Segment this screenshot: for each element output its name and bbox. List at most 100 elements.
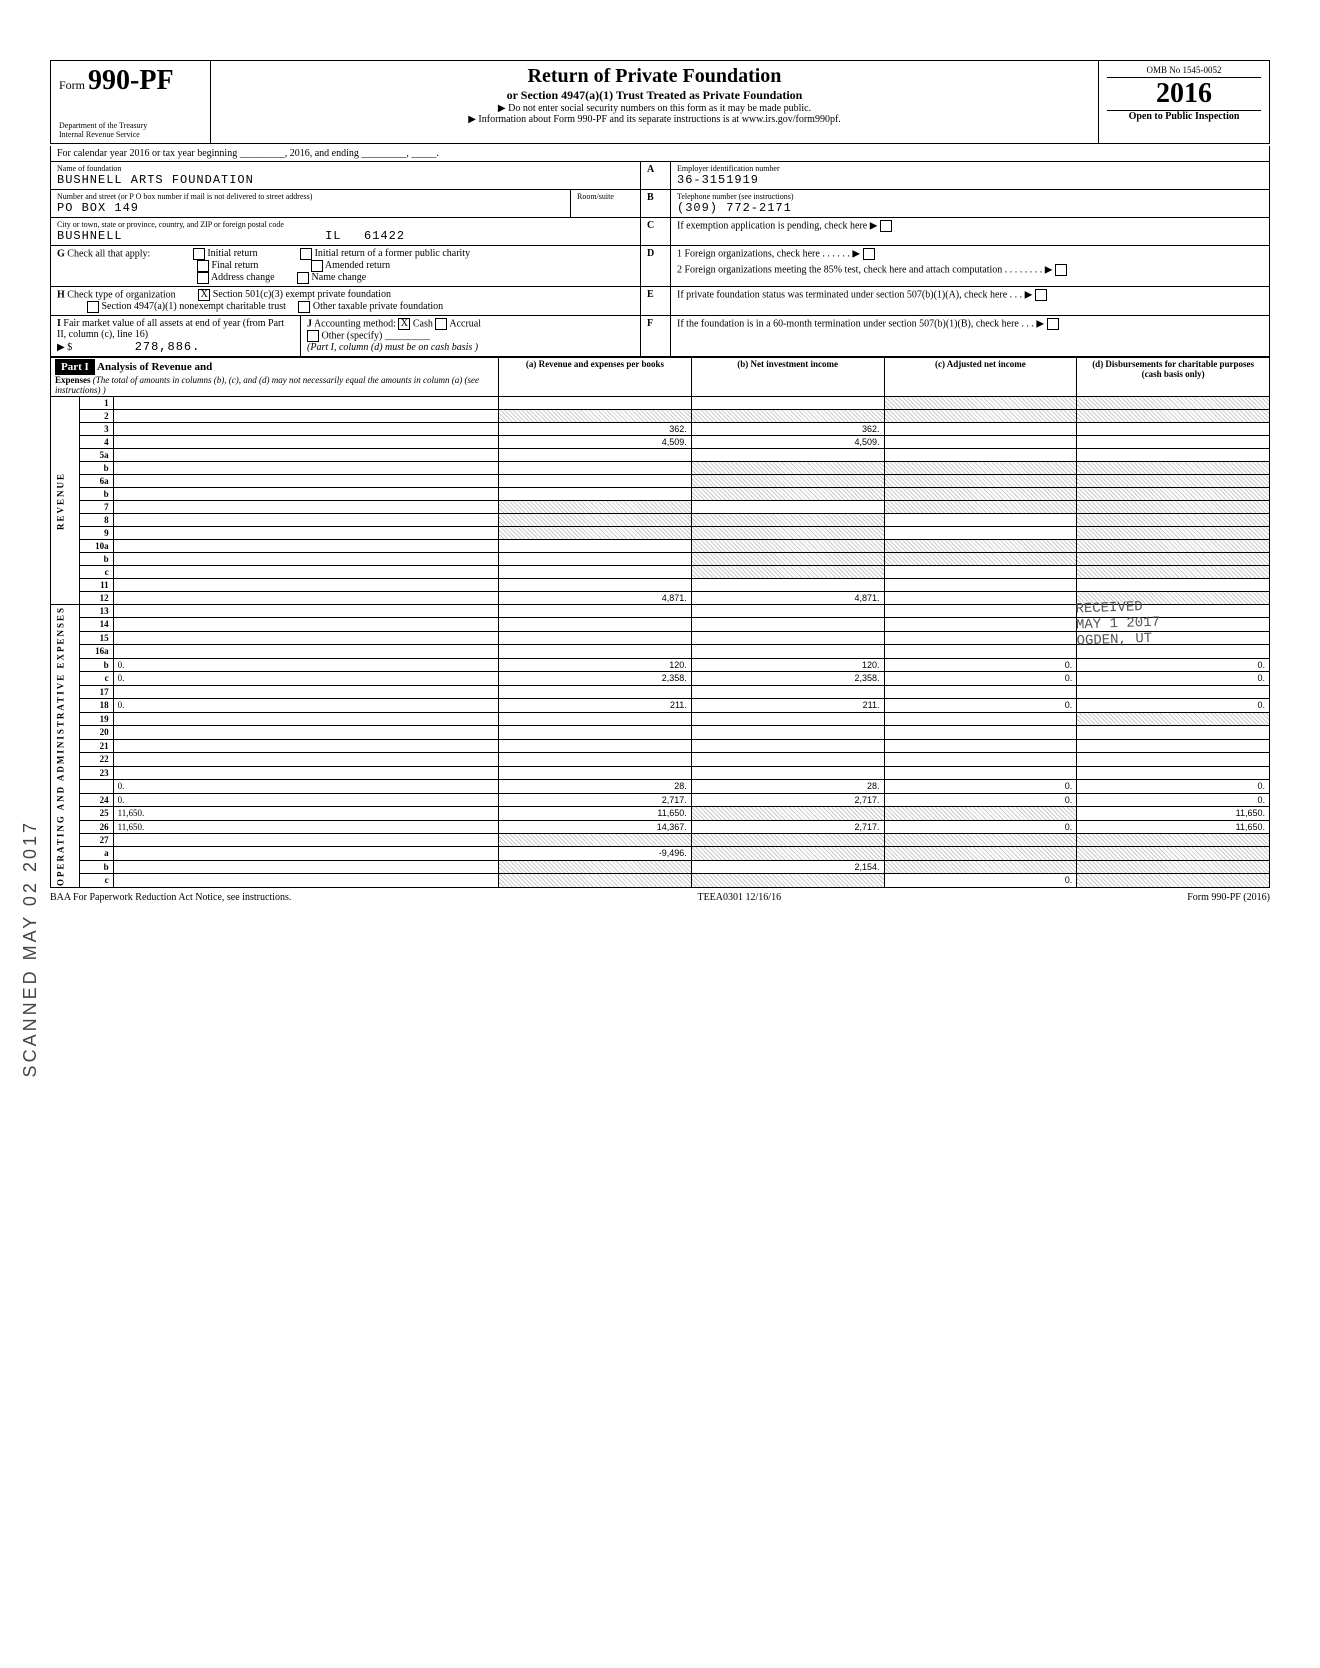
col-a-cell — [499, 501, 692, 514]
h-501c3-checkbox[interactable]: X — [198, 289, 210, 301]
j-label: Accounting method: — [314, 318, 396, 329]
form-info: ▶ Information about Form 990-PF and its … — [219, 114, 1090, 125]
col-b-cell: 120. — [691, 658, 884, 671]
col-a-cell: 14,367. — [499, 820, 692, 833]
col-d-cell — [1077, 726, 1270, 739]
side-label-cell: REVENUE — [51, 397, 80, 605]
col-a-cell — [499, 449, 692, 462]
line-number: 14 — [79, 618, 113, 631]
col-b-cell: 211. — [691, 699, 884, 712]
col-a-cell — [499, 860, 692, 873]
line-number: c — [79, 874, 113, 888]
line-number: a — [79, 847, 113, 860]
col-c-cell — [884, 436, 1077, 449]
footer-mid: TEEA0301 12/16/16 — [697, 892, 781, 903]
col-d-cell — [1077, 462, 1270, 475]
col-c-cell — [884, 514, 1077, 527]
col-a-cell — [499, 753, 692, 766]
line-description — [113, 566, 498, 579]
table-row: 7 — [51, 501, 1270, 514]
col-d-cell — [1077, 449, 1270, 462]
col-c-cell — [884, 449, 1077, 462]
col-d-cell — [1077, 766, 1270, 779]
g-address-checkbox[interactable] — [197, 272, 209, 284]
phone-label: Telephone number (see instructions) — [677, 192, 1263, 201]
line-description — [113, 410, 498, 423]
g-former-checkbox[interactable] — [300, 248, 312, 260]
col-b-cell — [691, 753, 884, 766]
line-number: 17 — [79, 685, 113, 698]
col-c-cell — [884, 566, 1077, 579]
h-4947-checkbox[interactable] — [87, 301, 99, 313]
addr-label: Number and street (or P O box number if … — [57, 192, 564, 201]
side-label-cell: OPERATING AND ADMINISTRATIVE EXPENSES — [51, 605, 80, 888]
g-opt-former: Initial return of a former public charit… — [315, 248, 471, 259]
line-description: 0. — [113, 793, 498, 806]
g-initial-checkbox[interactable] — [193, 248, 205, 260]
received-stamp: RECEIVED MAY 1 2017 OGDEN, UT — [1075, 599, 1161, 650]
line-number: 22 — [79, 753, 113, 766]
line-description: 0. — [113, 658, 498, 671]
col-c-cell: 0. — [884, 658, 1077, 671]
line-description — [113, 605, 498, 618]
table-row: REVENUE1 — [51, 397, 1270, 410]
col-a-cell — [499, 527, 692, 540]
col-d-cell — [1077, 860, 1270, 873]
line-description — [113, 726, 498, 739]
col-c-cell — [884, 462, 1077, 475]
line-description — [113, 592, 498, 605]
col-d-cell — [1077, 739, 1270, 752]
col-b-cell: 2,358. — [691, 672, 884, 685]
c-checkbox[interactable] — [880, 220, 892, 232]
f-checkbox[interactable] — [1047, 318, 1059, 330]
line-number: c — [79, 672, 113, 685]
col-d-cell — [1077, 540, 1270, 553]
line-number: b — [79, 488, 113, 501]
g-final-checkbox[interactable] — [197, 260, 209, 272]
line-description — [113, 423, 498, 436]
col-b-cell — [691, 501, 884, 514]
table-row: 180.211.211.0.0. — [51, 699, 1270, 712]
g-name-checkbox[interactable] — [297, 272, 309, 284]
col-d-cell — [1077, 488, 1270, 501]
col-c-cell — [884, 833, 1077, 846]
table-row: c0.2,358.2,358.0.0. — [51, 672, 1270, 685]
line-description — [113, 645, 498, 658]
table-row: 21 — [51, 739, 1270, 752]
col-b-cell: 2,717. — [691, 793, 884, 806]
table-row: 20 — [51, 726, 1270, 739]
j-other-checkbox[interactable] — [307, 330, 319, 342]
d1-checkbox[interactable] — [863, 248, 875, 260]
col-a-cell — [499, 618, 692, 631]
col-a-cell — [499, 540, 692, 553]
name-label: Name of foundation — [57, 164, 634, 173]
g-amended-checkbox[interactable] — [311, 260, 323, 272]
col-a-cell: 4,509. — [499, 436, 692, 449]
h-opt1: Section 501(c)(3) exempt private foundat… — [213, 289, 391, 300]
part1-instr: (The total of amounts in columns (b), (c… — [55, 375, 479, 395]
line-description — [113, 631, 498, 644]
table-row: 23 — [51, 766, 1270, 779]
expenses-label: Expenses — [55, 375, 91, 385]
e-checkbox[interactable] — [1035, 289, 1047, 301]
j-accrual-checkbox[interactable] — [435, 318, 447, 330]
j-other: Other (specify) — [322, 330, 383, 341]
h-other-checkbox[interactable] — [298, 301, 310, 313]
col-c-cell — [884, 527, 1077, 540]
col-a-cell — [499, 712, 692, 725]
form-title: Return of Private Foundation — [219, 65, 1090, 88]
col-c-cell — [884, 605, 1077, 618]
j-cash-checkbox[interactable]: X — [398, 318, 410, 330]
line-number: 23 — [79, 766, 113, 779]
g-opt-name: Name change — [312, 272, 367, 283]
line-number: b — [79, 658, 113, 671]
col-b-cell — [691, 397, 884, 410]
omb-number: OMB No 1545-0052 — [1107, 65, 1261, 78]
line-description — [113, 874, 498, 888]
line-number: c — [79, 566, 113, 579]
col-b-cell — [691, 618, 884, 631]
d2-checkbox[interactable] — [1055, 264, 1067, 276]
col-b-cell — [691, 514, 884, 527]
col-a-cell — [499, 514, 692, 527]
h-opt3: Other taxable private foundation — [313, 301, 443, 312]
